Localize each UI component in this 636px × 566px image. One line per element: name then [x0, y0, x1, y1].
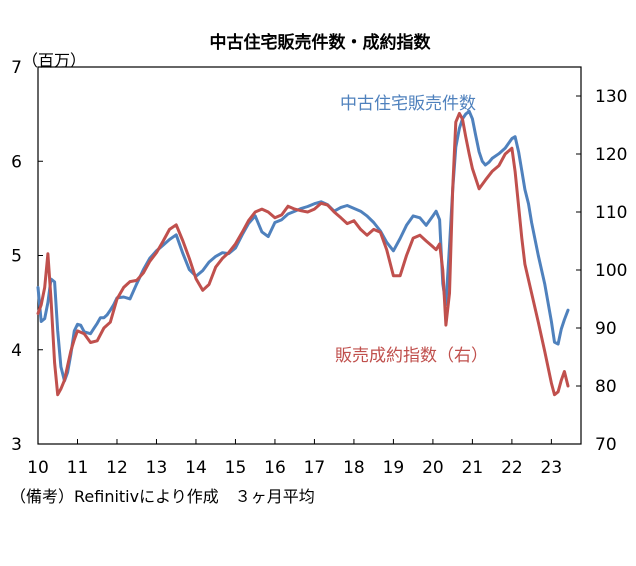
plot-frame — [37, 66, 582, 445]
x-tick-label: 13 — [146, 458, 168, 478]
left-tick-label: 7 — [11, 58, 22, 78]
right-tick-label: 90 — [595, 319, 617, 339]
x-tick-label: 15 — [225, 458, 247, 478]
x-tick-label: 18 — [343, 458, 365, 478]
left-tick-label: 4 — [11, 341, 22, 361]
right-tick-label: 100 — [595, 261, 627, 281]
left-tick-label: 5 — [11, 247, 22, 267]
series-layer — [36, 109, 570, 397]
x-tick-label: 17 — [304, 458, 326, 478]
x-tick-label: 16 — [264, 458, 286, 478]
series-line-home-sales — [36, 109, 570, 383]
left-axis: 3 4 5 6 7 — [11, 58, 43, 455]
left-tick-label: 3 — [11, 435, 22, 455]
x-tick-label: 23 — [541, 458, 563, 478]
right-tick-label: 130 — [595, 87, 627, 107]
x-tick-label: 11 — [67, 458, 89, 478]
x-tick-label: 12 — [106, 458, 128, 478]
x-tick-label: 14 — [185, 458, 207, 478]
left-axis-unit: （百万） — [22, 51, 86, 70]
right-tick-label: 70 — [595, 435, 617, 455]
source-note: （備考）Refinitivにより作成 ３ヶ月平均 — [10, 487, 315, 506]
series-label-pending-index: 販売成約指数（右） — [335, 346, 488, 366]
series-line-pending-index — [36, 111, 570, 397]
right-tick-label: 80 — [595, 377, 617, 397]
right-axis: 70 80 90 100 110 120 130 — [576, 87, 627, 455]
x-tick-label: 22 — [501, 458, 523, 478]
right-tick-label: 120 — [595, 145, 627, 165]
chart-title: 中古住宅販売件数・成約指数 — [210, 32, 432, 53]
x-tick-label: 21 — [462, 458, 484, 478]
x-tick-label: 10 — [27, 458, 49, 478]
x-axis: 10 11 12 13 14 15 16 17 18 19 20 21 22 23 — [27, 439, 562, 478]
x-tick-label: 19 — [383, 458, 405, 478]
series-label-home-sales: 中古住宅販売件数 — [340, 94, 476, 114]
left-tick-label: 6 — [11, 152, 22, 172]
right-tick-label: 110 — [595, 203, 627, 223]
x-tick-label: 20 — [422, 458, 444, 478]
